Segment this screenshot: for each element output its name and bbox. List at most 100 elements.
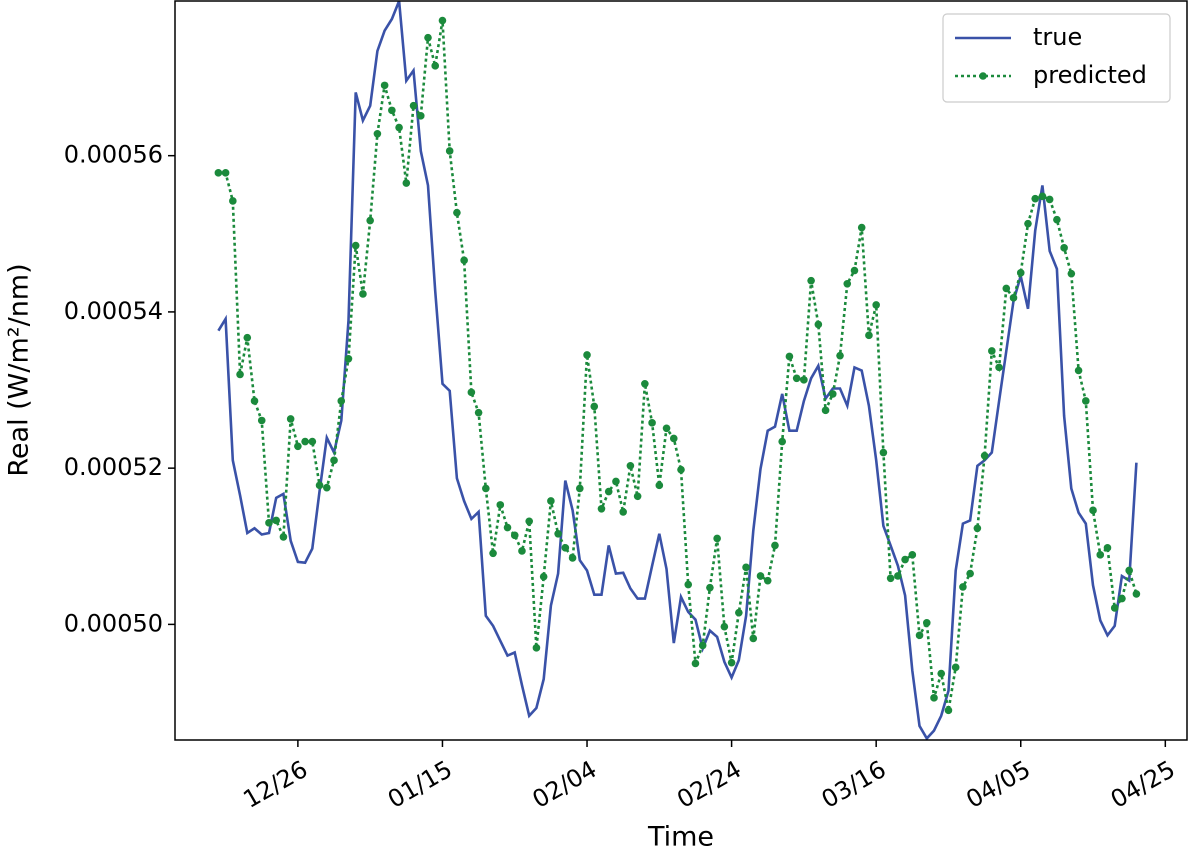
point: [496, 501, 505, 509]
point: [250, 397, 259, 405]
x-tick-label: 04/25: [1106, 755, 1180, 814]
point: [532, 644, 541, 652]
point: [214, 169, 223, 177]
point: [1110, 604, 1119, 612]
point: [633, 492, 642, 501]
point: [467, 388, 476, 397]
point: [655, 481, 664, 490]
point: [930, 694, 938, 702]
point: [763, 576, 772, 585]
line-true: [217, 0, 1138, 741]
x-tick-label: 03/16: [817, 755, 891, 814]
point: [879, 448, 888, 457]
point: [922, 619, 931, 627]
point: [691, 659, 700, 668]
point: [944, 706, 953, 715]
point: [677, 465, 685, 474]
point: [980, 451, 989, 460]
point: [315, 481, 324, 490]
point: [735, 608, 743, 617]
point: [265, 519, 273, 527]
point: [821, 406, 830, 415]
point: [829, 390, 837, 398]
point: [648, 419, 656, 427]
point: [778, 437, 786, 446]
x-tick-label: 04/05: [961, 755, 1035, 814]
point: [518, 547, 526, 555]
point: [756, 572, 765, 580]
point: [431, 62, 440, 70]
point: [474, 408, 483, 417]
point: [330, 456, 338, 465]
point: [510, 531, 519, 540]
point: [720, 622, 729, 631]
point: [395, 123, 403, 132]
point: [684, 580, 693, 589]
point: [626, 462, 635, 470]
point: [561, 544, 570, 552]
point: [807, 276, 815, 285]
y-tick-label: 0.00056: [64, 141, 163, 169]
point: [1118, 594, 1126, 603]
point: [872, 301, 880, 309]
point: [698, 641, 707, 650]
point: [641, 379, 649, 388]
point: [308, 437, 317, 446]
point: [460, 256, 468, 265]
point: [279, 533, 288, 541]
point: [1103, 544, 1112, 552]
point: [706, 583, 714, 592]
x-tick-label: 02/04: [528, 755, 602, 814]
point: [409, 101, 418, 110]
point: [1031, 194, 1039, 203]
point: [814, 320, 823, 329]
point: [388, 106, 396, 115]
point: [416, 112, 425, 120]
point: [547, 497, 555, 505]
point: [619, 508, 627, 516]
point: [966, 569, 974, 578]
point: [742, 563, 750, 572]
x-tick-label: 12/26: [238, 755, 312, 814]
point: [973, 524, 982, 533]
plot-frame: [174, 0, 1188, 741]
point: [604, 487, 613, 496]
point: [771, 541, 779, 550]
x-tick-label: 02/24: [672, 755, 746, 814]
point: [323, 483, 331, 492]
legend-marker: [979, 72, 987, 80]
point: [576, 484, 584, 493]
point: [800, 376, 808, 384]
point: [243, 333, 252, 342]
legend-label: true: [1033, 23, 1082, 51]
y-tick-label: 0.00054: [64, 297, 163, 325]
point: [424, 33, 432, 42]
point: [857, 223, 866, 232]
point: [612, 477, 620, 486]
point: [988, 347, 996, 355]
point: [257, 416, 266, 425]
y-axis-title: Real (W/m²/nm): [4, 263, 35, 476]
point: [1074, 366, 1083, 375]
point: [749, 634, 758, 643]
point: [901, 555, 909, 564]
point: [489, 549, 497, 558]
legend-box: [942, 13, 1171, 103]
point: [1132, 590, 1141, 598]
point: [366, 216, 374, 225]
point: [908, 551, 917, 559]
point: [951, 663, 960, 672]
point: [236, 370, 244, 379]
point: [915, 631, 924, 640]
point: [597, 504, 606, 513]
point: [792, 374, 801, 383]
point: [221, 169, 230, 177]
point: [402, 179, 411, 187]
x-axis-title: Time: [647, 822, 714, 853]
point: [995, 363, 1003, 372]
point: [1009, 294, 1018, 302]
point: [445, 147, 454, 155]
point: [272, 516, 281, 525]
point: [843, 279, 852, 288]
